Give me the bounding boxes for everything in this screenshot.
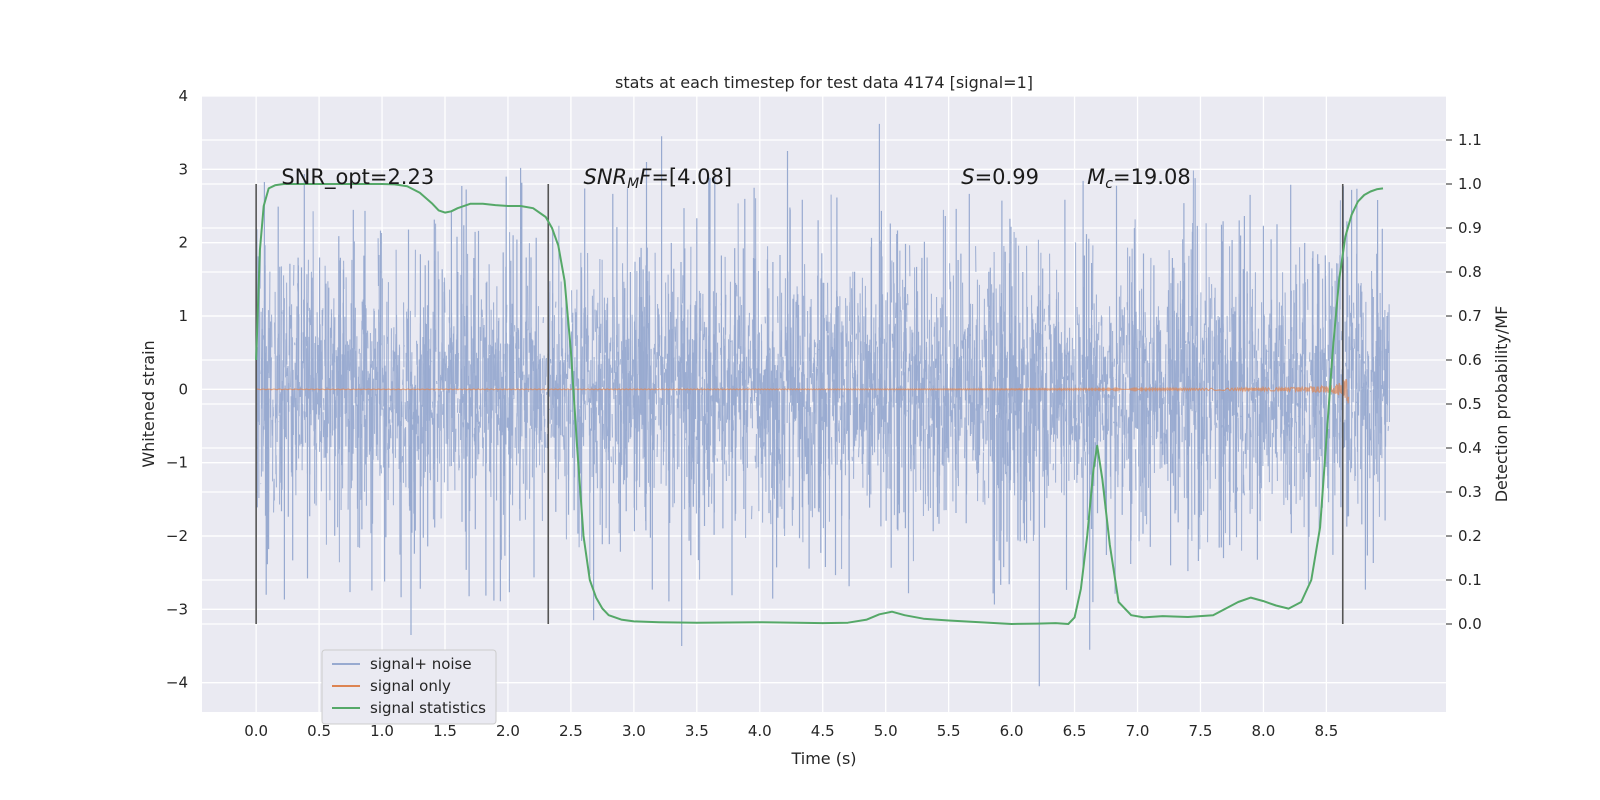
x-tick-label: 4.0 <box>748 722 772 740</box>
annotation-snr-opt: SNR_opt=2.23 <box>281 165 434 190</box>
y-right-tick-label: 0.4 <box>1458 439 1482 457</box>
y-axis-left-label: Whitened strain <box>139 340 158 467</box>
y-right-tick-label: 0.7 <box>1458 307 1482 325</box>
y-right-tick-label: 0.5 <box>1458 395 1482 413</box>
legend-label-signal-noise: signal+ noise <box>370 655 472 673</box>
x-tick-label: 7.0 <box>1126 722 1150 740</box>
annotations: SNR_opt=2.23 SNRMF=[4.08] S=0.99 Mc=19.08 <box>281 165 1190 192</box>
y-axis-right-ticks: 0.0 0.1 0.2 0.3 0.4 0.5 0.6 0.7 0.8 0.9 1.0 1.1 <box>1446 131 1482 633</box>
signal-only-trace <box>255 378 1350 404</box>
annotation-snr-mf: SNRMF=[4.08] <box>584 165 733 192</box>
y-right-tick-label: 0.0 <box>1458 615 1482 633</box>
y-left-tick-label: 4 <box>178 87 188 105</box>
y-left-tick-label: 0 <box>178 380 188 398</box>
x-tick-label: 1.5 <box>433 722 457 740</box>
legend: signal+ noise signal only signal statist… <box>321 649 497 725</box>
legend-box <box>321 649 497 725</box>
x-tick-label: 3.5 <box>685 722 709 740</box>
legend-label-signal-only: signal only <box>370 677 451 695</box>
y-left-tick-label: 2 <box>178 234 188 252</box>
y-right-tick-label: 0.9 <box>1458 219 1482 237</box>
x-tick-label: 7.5 <box>1189 722 1213 740</box>
y-left-tick-label: −3 <box>166 600 188 618</box>
x-tick-label: 5.5 <box>937 722 961 740</box>
legend-label-signal-statistics: signal statistics <box>370 699 486 717</box>
x-axis-label: Time (s) <box>790 749 856 768</box>
x-tick-label: 2.0 <box>496 722 520 740</box>
y-left-tick-label: −4 <box>166 674 188 692</box>
x-tick-label: 0.5 <box>307 722 331 740</box>
y-right-tick-label: 0.6 <box>1458 351 1482 369</box>
series-signal-statistics <box>255 183 1384 625</box>
series-signal-noise <box>255 123 1390 687</box>
x-tick-label: 6.5 <box>1063 722 1087 740</box>
y-right-tick-label: 0.1 <box>1458 571 1482 589</box>
y-right-tick-label: 1.1 <box>1458 131 1482 149</box>
series-signal-only <box>255 378 1350 404</box>
y-right-tick-label: 0.2 <box>1458 527 1482 545</box>
x-tick-label: 1.0 <box>370 722 394 740</box>
x-tick-label: 5.0 <box>874 722 898 740</box>
y-right-tick-label: 1.0 <box>1458 175 1482 193</box>
y-left-tick-label: −1 <box>166 454 188 472</box>
y-right-tick-label: 0.3 <box>1458 483 1482 501</box>
y-axis-right-label: Detection probability/MF <box>1492 306 1511 503</box>
x-tick-label: 3.0 <box>622 722 646 740</box>
x-tick-label: 4.5 <box>811 722 835 740</box>
annotation-s-value: S=0.99 <box>961 165 1039 189</box>
y-right-tick-label: 0.8 <box>1458 263 1482 281</box>
y-left-tick-label: 1 <box>178 307 188 325</box>
y-axis-left-ticks: −4 −3 −2 −1 0 1 2 3 4 <box>166 87 188 692</box>
chart-title: stats at each timestep for test data 417… <box>615 73 1033 92</box>
x-tick-label: 8.5 <box>1314 722 1338 740</box>
annotation-mc-value: Mc=19.08 <box>1087 165 1191 192</box>
signal-statistics-line <box>255 183 1384 625</box>
x-tick-label: 6.0 <box>1000 722 1024 740</box>
x-tick-label: 0.0 <box>244 722 268 740</box>
y-left-tick-label: 3 <box>178 160 188 178</box>
x-tick-label: 2.5 <box>559 722 583 740</box>
signal-noise-spikes <box>256 123 1386 687</box>
x-tick-label: 8.0 <box>1251 722 1275 740</box>
y-left-tick-label: −2 <box>166 527 188 545</box>
x-axis-ticks: 0.0 0.5 1.0 1.5 2.0 2.5 3.0 3.5 4.0 4.5 5.0 5.5 6.0 6… <box>244 722 1338 740</box>
